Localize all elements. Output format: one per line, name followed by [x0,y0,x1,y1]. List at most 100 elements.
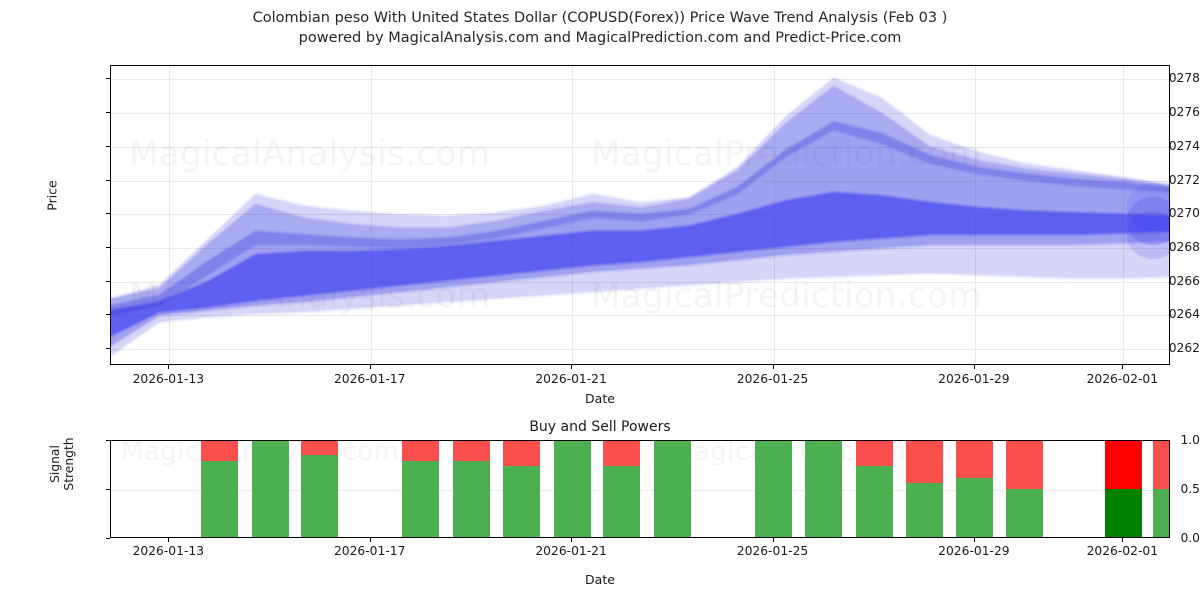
signal-x-tick-label: 2026-01-25 [736,544,809,558]
signal-bar[interactable] [553,441,591,537]
wave-band-3-layer-3 [111,86,1169,316]
wave-end-cap [1127,197,1169,246]
signal-bar[interactable] [804,441,842,537]
signal-y-tick-mark [106,489,110,490]
signal-bar[interactable] [1152,441,1169,537]
signal-x-tick-label: 2026-01-17 [333,544,406,558]
signal-bar[interactable] [251,441,289,537]
signal-x-axis-label: Date [585,572,615,587]
signal-x-tick-mark [168,538,170,542]
buy-power-segment [804,441,842,537]
buy-power-segment [553,441,591,537]
page-title: Colombian peso With United States Dollar… [0,8,1200,48]
wave-band-3-layer-1 [111,84,1169,315]
price-gridline-h [111,146,1169,148]
wave-band-2-layer-6 [111,193,1169,338]
wave-band-1-layer-2 [111,120,1169,346]
signal-chart-title: Buy and Sell Powers [529,419,671,435]
price-x-tick-label: 2026-01-25 [736,372,809,386]
signal-bar[interactable] [452,441,490,537]
wave-band-2-layer-2 [111,191,1169,336]
wave-end-cap [1127,211,1169,260]
signal-x-tick-label: 2026-01-29 [938,544,1010,558]
signal-bar[interactable] [956,441,994,537]
price-x-tick-mark [973,365,975,369]
wave-band-1-layer-0 [111,119,1169,345]
price-gridline-v [773,66,775,364]
sell-power-segment [1152,441,1169,489]
sell-power-segment [502,441,540,467]
signal-x-tick-label: 2026-01-13 [132,544,205,558]
signal-y-tick-mark [106,440,110,441]
buy-power-segment [905,483,943,537]
price-y-tick-mark [106,179,110,181]
signal-bar[interactable] [502,441,540,537]
signal-y-tick-label: 0.0 [1180,531,1200,545]
price-gridline-h [111,113,1169,115]
price-y-tick-mark [106,280,110,282]
signal-bar[interactable] [603,441,641,537]
wave-band-2-layer-3 [111,192,1169,336]
price-gridline-h [111,180,1169,182]
signal-bar[interactable] [654,441,692,537]
signal-y-tick-label: 0.5 [1180,482,1200,496]
signal-y-tick-mark [106,538,110,539]
price-gridline-h [111,248,1169,250]
wave-band-1-layer-4 [111,121,1169,347]
price-x-tick-mark [1122,365,1124,369]
price-y-tick-mark [106,145,110,147]
buy-power-segment [1104,488,1142,537]
wave-band-3-layer-0 [111,83,1169,315]
price-wave-chart: MagicalAnalysis.comMagicalPrediction.com… [110,65,1170,365]
price-x-tick-mark [369,365,371,369]
wave-band-1-layer-1 [111,120,1169,346]
wave-band-2-layer-0 [111,190,1169,335]
signal-bar[interactable] [1104,441,1142,537]
price-gridline-h [111,214,1169,216]
signal-x-tick-label: 2026-02-01 [1086,544,1159,558]
buy-power-segment [855,466,893,537]
signal-x-tick-label: 2026-01-21 [535,544,607,558]
buy-power-segment [502,466,540,537]
signal-bar[interactable] [402,441,440,537]
price-y-tick-mark [106,247,110,249]
buy-power-segment [402,460,440,537]
buy-power-segment [452,460,490,537]
sell-power-segment [452,441,490,461]
price-x-tick-mark [571,365,573,369]
price-x-tick-label: 2026-01-17 [333,372,406,386]
price-x-tick-label: 2026-01-21 [535,372,607,386]
wave-band-1-layer-6 [111,122,1169,349]
wave-band-1-layer-5 [111,122,1169,348]
signal-x-tick-mark [369,538,371,542]
signal-bar[interactable] [301,441,339,537]
buy-sell-powers-chart: MagicalAnalysis.comMagicalPrediction.com [110,440,1170,538]
price-gridline-h [111,79,1169,81]
wave-band-1-layer-3 [111,121,1169,346]
buy-power-segment [301,454,339,537]
price-gridline-v [572,66,574,364]
buy-power-segment [755,441,792,537]
signal-x-tick-mark [973,538,975,542]
price-gridline-v [169,66,171,364]
price-gridline-h [111,349,1169,351]
price-y-axis-label: Price [44,180,60,211]
wave-end-cap [1127,183,1169,232]
sell-power-segment [1006,441,1044,489]
price-wave-bands [111,83,1169,349]
signal-bar[interactable] [1006,441,1044,537]
buy-power-segment [251,441,289,537]
sell-power-segment [1104,441,1142,489]
signal-bar[interactable] [855,441,893,537]
sell-power-segment [200,441,238,461]
buy-power-segment [1006,488,1044,537]
price-y-tick-mark [106,112,110,114]
signal-bar[interactable] [755,441,792,537]
title-line-2: powered by MagicalAnalysis.com and Magic… [298,30,902,46]
signal-bar[interactable] [905,441,943,537]
price-gridline-h [111,315,1169,317]
signal-x-tick-mark [1122,538,1124,542]
price-x-axis-label: Date [585,391,615,406]
signal-bar[interactable] [200,441,238,537]
